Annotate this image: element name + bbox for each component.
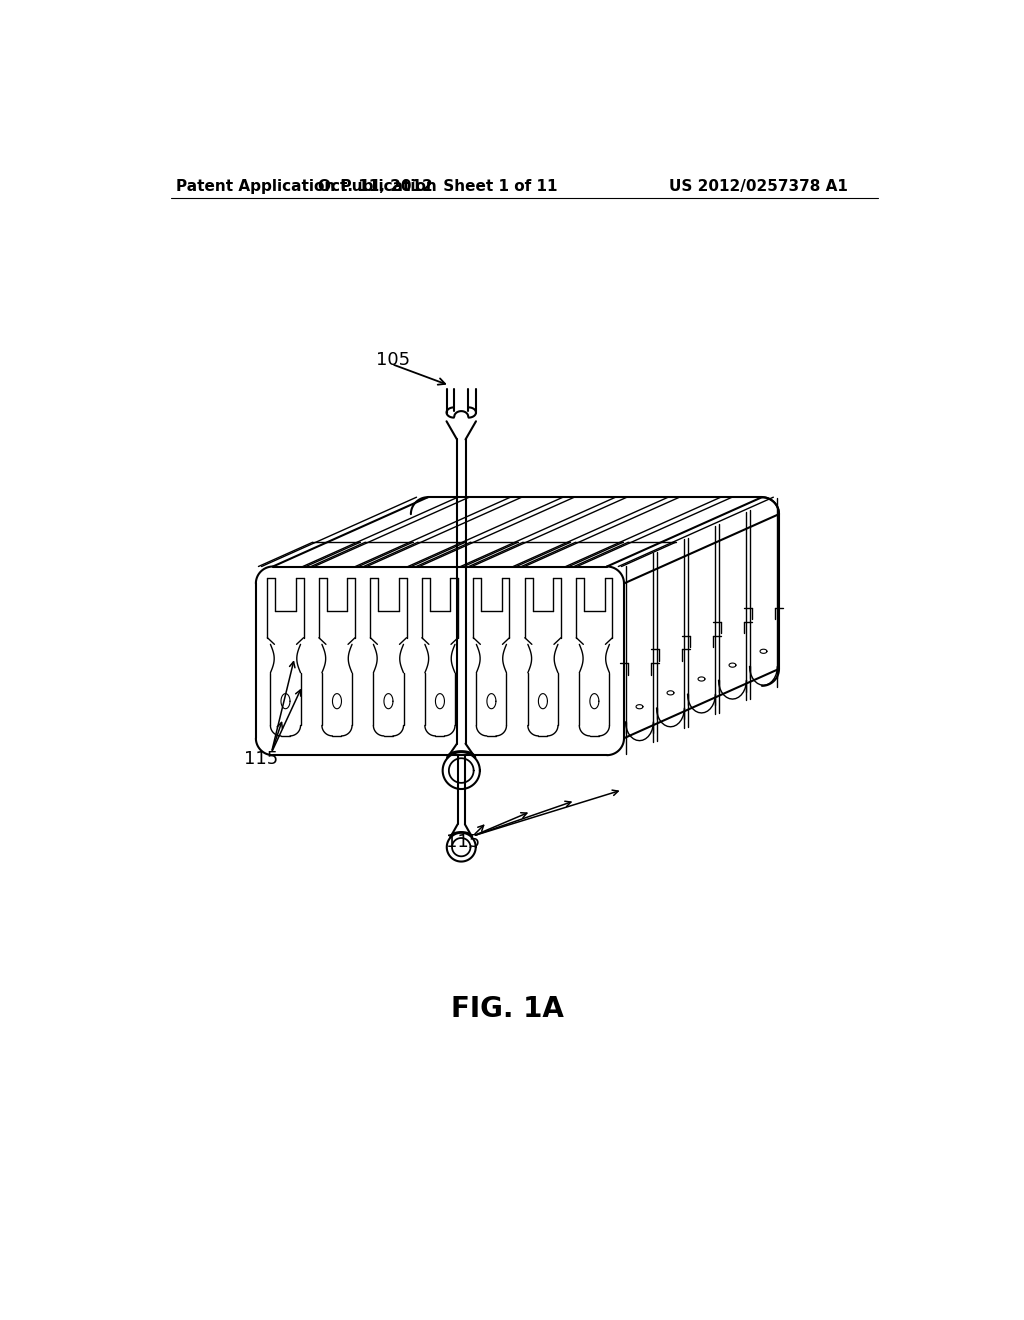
Text: 105: 105 [376, 351, 411, 370]
Text: 115: 115 [445, 833, 480, 851]
Text: US 2012/0257378 A1: US 2012/0257378 A1 [669, 180, 848, 194]
Text: FIG. 1A: FIG. 1A [452, 995, 564, 1023]
Text: Patent Application Publication: Patent Application Publication [176, 180, 437, 194]
Text: Oct. 11, 2012  Sheet 1 of 11: Oct. 11, 2012 Sheet 1 of 11 [318, 180, 558, 194]
Text: 115: 115 [245, 750, 279, 768]
